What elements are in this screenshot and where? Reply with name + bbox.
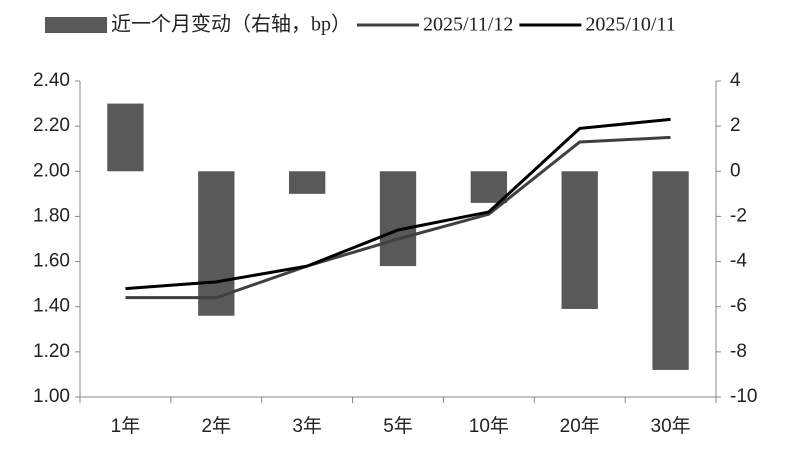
bar — [288, 171, 326, 194]
y-tick-label: 1.20 — [33, 341, 70, 362]
x-tick-label: 5年 — [383, 415, 413, 437]
y-tick-label: 1.00 — [33, 386, 70, 407]
y2-tick-label: -6 — [730, 296, 747, 317]
y-tick-label: 2.40 — [33, 70, 70, 91]
bar — [652, 171, 689, 370]
x-tick-label: 3年 — [292, 415, 322, 437]
bar — [470, 171, 508, 203]
bar — [561, 171, 598, 309]
y-tick-label: 1.80 — [33, 205, 70, 226]
y-tick-label: 1.60 — [33, 251, 70, 272]
legend-label: 2025/10/11 — [585, 14, 675, 36]
y-tick-label: 1.40 — [33, 296, 70, 317]
bar — [198, 171, 235, 316]
legend-label: 近一个月变动（右轴，bp） — [111, 13, 351, 36]
y2-tick-label: -10 — [730, 386, 757, 407]
x-tick-label: 2年 — [201, 415, 231, 437]
line — [125, 135, 671, 300]
x-tick-label: 10年 — [469, 415, 509, 437]
bar — [379, 171, 417, 267]
y2-tick-label: -4 — [730, 251, 747, 272]
y2-tick-label: 0 — [730, 160, 741, 181]
x-tick-label: 30年 — [651, 415, 691, 437]
y2-tick-label: -2 — [730, 205, 747, 226]
y2-tick-label: 4 — [730, 70, 741, 91]
x-tick-label: 20年 — [560, 415, 600, 437]
x-tick-label: 1年 — [111, 415, 141, 437]
y-tick-label: 2.20 — [33, 115, 70, 136]
line — [125, 117, 671, 291]
y2-tick-label: -8 — [730, 341, 747, 362]
bar — [107, 103, 144, 172]
y2-tick-label: 2 — [730, 115, 741, 136]
legend-label: 2025/11/12 — [423, 14, 513, 36]
y-tick-label: 2.00 — [33, 160, 70, 181]
legend-swatch — [45, 17, 107, 33]
